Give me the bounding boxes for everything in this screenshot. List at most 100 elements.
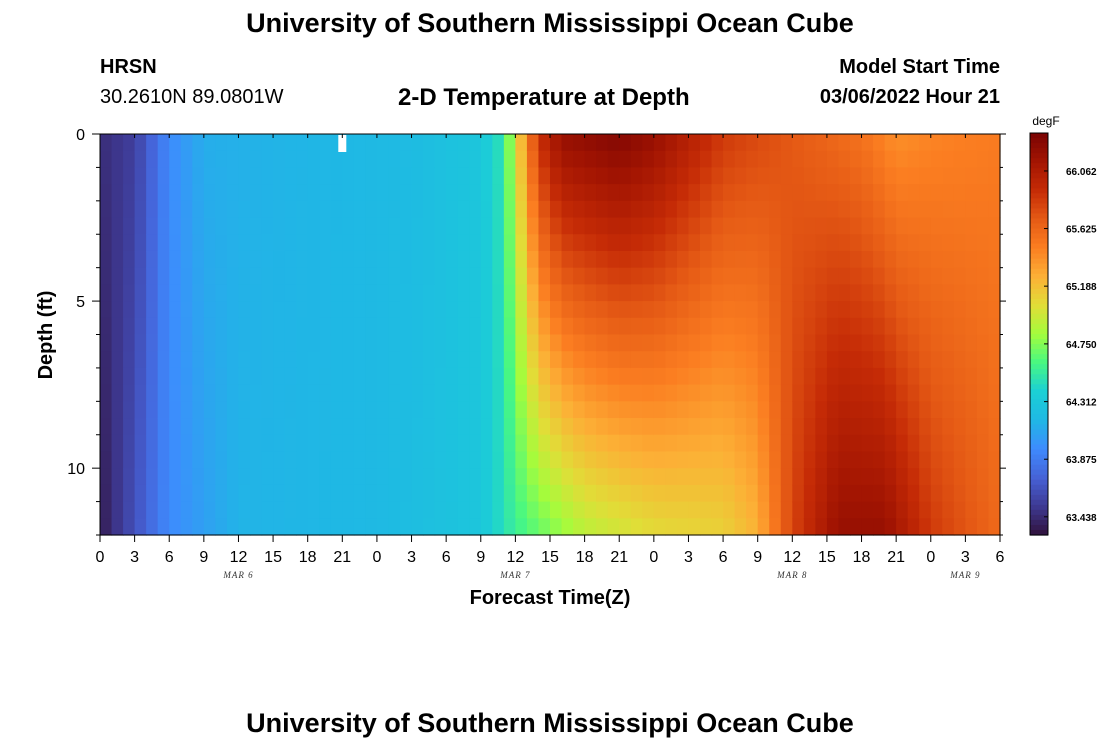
heatmap-cell (953, 250, 966, 269)
heatmap-cell (861, 134, 874, 152)
heatmap-cell (676, 334, 690, 352)
heatmap-cell (630, 234, 643, 252)
heatmap-cell (976, 384, 990, 402)
heatmap-cell (780, 184, 793, 202)
heatmap-cell (676, 351, 690, 369)
heatmap-cell (746, 367, 759, 386)
heatmap-cell (180, 250, 193, 269)
heatmap-cell (342, 451, 355, 469)
heatmap-cell (803, 501, 816, 519)
heatmap-cell (469, 284, 482, 302)
heatmap-cell (238, 284, 251, 302)
heatmap-cell (469, 217, 482, 235)
heatmap-cell (907, 134, 920, 152)
heatmap-cell (607, 434, 620, 453)
colorbar-swatch (1030, 238, 1048, 245)
heatmap-cell (688, 134, 701, 152)
heatmap-cell (746, 134, 759, 152)
heatmap-cell (630, 167, 643, 185)
heatmap-cell (319, 317, 332, 336)
heatmap-cell (284, 367, 297, 386)
heatmap-cell (411, 267, 424, 285)
heatmap-cell (965, 334, 978, 352)
heatmap-cell (526, 468, 540, 486)
heatmap-cell (400, 484, 413, 503)
heatmap-cell (423, 518, 436, 536)
heatmap-cell (642, 250, 655, 269)
heatmap-cell (769, 167, 782, 185)
heatmap-cell (515, 418, 528, 436)
heatmap-cell (619, 200, 632, 219)
heatmap-cell (676, 434, 690, 453)
heatmap-cell (642, 401, 655, 419)
heatmap-cell (711, 234, 724, 252)
heatmap-cell (400, 150, 413, 169)
heatmap-cell (653, 451, 666, 469)
heatmap-cell (769, 418, 782, 436)
heatmap-cell (815, 200, 828, 219)
heatmap-cell (619, 401, 632, 419)
heatmap-cell (919, 518, 932, 536)
heatmap-cell (480, 384, 493, 402)
heatmap-cell (157, 367, 170, 386)
heatmap-cell (457, 468, 470, 486)
heatmap-cell (734, 134, 747, 152)
heatmap-cell (988, 184, 1001, 202)
heatmap-cell (180, 501, 193, 519)
heatmap-cell (423, 150, 436, 169)
heatmap-cell (250, 317, 263, 336)
heatmap-cell (850, 484, 863, 503)
heatmap-cell (434, 468, 447, 486)
heatmap-cell (342, 484, 355, 503)
heatmap-cell (919, 384, 932, 402)
heatmap-cell (988, 134, 1001, 152)
heatmap-cell (861, 367, 874, 386)
heatmap-cell (826, 468, 840, 486)
heatmap-cell (480, 434, 493, 453)
heatmap-cell (388, 384, 401, 402)
heatmap-cell (803, 217, 816, 235)
heatmap-cell (884, 250, 897, 269)
heatmap-cell (907, 401, 920, 419)
heatmap-cell (503, 134, 516, 152)
heatmap-cell (838, 150, 851, 169)
heatmap-cell (930, 468, 943, 486)
heatmap-cell (757, 167, 770, 185)
heatmap-cell (284, 200, 297, 219)
heatmap-cell (203, 150, 216, 169)
heatmap-cell (330, 401, 343, 419)
heatmap-cell (573, 434, 586, 453)
heatmap-cell (861, 317, 874, 336)
heatmap-cell (423, 367, 436, 386)
heatmap-cell (307, 284, 320, 302)
heatmap-cell (515, 267, 528, 285)
heatmap-cell (123, 518, 136, 536)
heatmap-cell (965, 384, 978, 402)
heatmap-cell (307, 184, 320, 202)
colorbar-swatch (1030, 529, 1048, 536)
heatmap-cell (480, 134, 493, 152)
heatmap-cell (226, 334, 240, 352)
heatmap-cell (665, 451, 678, 469)
heatmap-cell (538, 434, 551, 453)
heatmap-cell (261, 217, 274, 235)
heatmap-cell (157, 134, 170, 152)
heatmap-cell (100, 451, 113, 469)
colorbar-swatch (1030, 223, 1048, 230)
heatmap-cell (988, 351, 1001, 369)
heatmap-cell (584, 284, 597, 302)
colorbar-swatch (1030, 328, 1048, 335)
heatmap-cell (688, 484, 701, 503)
heatmap-cell (180, 351, 193, 369)
heatmap-cell (815, 351, 828, 369)
heatmap-cell (596, 267, 609, 285)
y-tick-label: 5 (76, 294, 85, 311)
heatmap-cell (769, 284, 782, 302)
heatmap-cell (930, 184, 943, 202)
heatmap-cell (723, 134, 736, 152)
heatmap-cell (803, 301, 816, 319)
heatmap-cell (284, 501, 297, 519)
heatmap-cell (342, 434, 355, 453)
heatmap-cell (942, 200, 955, 219)
heatmap-cell (111, 134, 124, 152)
